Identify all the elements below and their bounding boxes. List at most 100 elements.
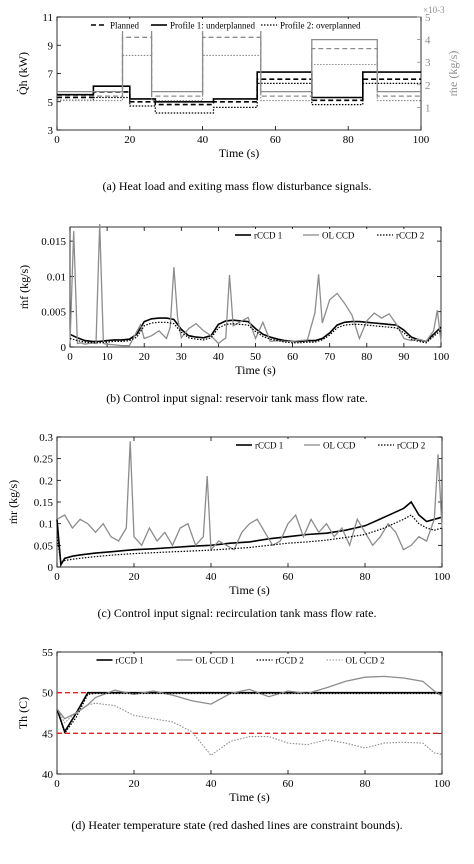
- y-tick-label: 5: [48, 97, 54, 109]
- y-tick-label: 0: [48, 562, 54, 574]
- x-tick-label: 40: [197, 134, 209, 146]
- y-tick-label: 0.015: [41, 236, 66, 248]
- chart-panel-c: 0 20 40 60 80 100 0 0.05 0.1 0.15 0.2 0.25 0.3 Time (…: [6, 432, 451, 620]
- legend-box: [234, 439, 438, 451]
- y2-tick-label: 1: [425, 102, 431, 114]
- y2-tick-label: 5: [425, 12, 431, 24]
- legend-box: [233, 229, 437, 241]
- legend-label: Profile 2: overplanned: [280, 21, 361, 31]
- x-tick-label: 0: [54, 778, 60, 790]
- legend-label: rCCD 1: [254, 231, 282, 241]
- series-line-ol-ccd: [56, 441, 443, 552]
- x-tick-label: 40: [206, 571, 218, 583]
- y2-tick-label: 4: [425, 35, 431, 47]
- x-tick-label: 80: [360, 778, 372, 790]
- x-axis-label: Time (s): [219, 146, 260, 160]
- y-tick-label: 0.3: [39, 432, 53, 444]
- legend: Planned Profile 1: underplanned Profile 2:…: [89, 19, 389, 31]
- x-axis-label: Time (s): [229, 790, 270, 804]
- x-tick-label: 80: [343, 134, 355, 146]
- chart-panel-d: 0 20 40 60 80 100 40 45 50 55 Time (s) Th (C) rCCD 1…: [16, 647, 451, 832]
- x-axis-label: Time (s): [235, 363, 276, 377]
- legend: rCCD 1 OL CCD rCCD 2: [233, 229, 437, 241]
- legend-label: rCCD 1: [255, 441, 283, 451]
- panel-caption: (a) Heat load and exiting mass flow dist…: [103, 179, 372, 193]
- y-tick-label: 0.1: [39, 519, 53, 531]
- y-tick-label: 0.05: [34, 540, 54, 552]
- x-tick-label: 0: [54, 134, 60, 146]
- series-line-rccd-2: [56, 514, 443, 564]
- x-tick-label: 0: [54, 571, 60, 583]
- y-axis-label: Q̇h (kW): [16, 52, 30, 95]
- series-line-profile-1-underplanned: [57, 71, 421, 103]
- x-tick-label: 100: [413, 134, 430, 146]
- y-tick-label: 0.01: [47, 271, 66, 283]
- x-tick-label: 40: [206, 778, 218, 790]
- legend-label: Profile 1: underplanned: [170, 21, 255, 31]
- x-tick-label: 80: [361, 351, 373, 363]
- y-tick-label: 45: [42, 728, 54, 740]
- y-axis-label: ṁf (kg/s): [17, 265, 31, 309]
- series-line-ol-ccd: [69, 224, 442, 347]
- legend: rCCD 1 OL CCD rCCD 2: [234, 439, 438, 451]
- y-tick-label: 0.005: [41, 307, 66, 319]
- y-tick-label: 11: [42, 12, 53, 24]
- legend-label: rCCD 2: [276, 656, 304, 666]
- y-tick-label: 0.25: [34, 454, 54, 466]
- plot-area: [56, 16, 422, 131]
- x-tick-label: 60: [287, 351, 299, 363]
- x-tick-label: 20: [129, 778, 141, 790]
- y-axis-label: Th (C): [16, 697, 30, 729]
- legend-label: Planned: [110, 21, 139, 31]
- x-tick-label: 60: [270, 134, 282, 146]
- plot-area: [56, 436, 443, 568]
- chart-panel-b: 0 10 20 30 40 50 60 70 80 90 100 0 0.005 0.01 0.015 Tim…: [17, 224, 450, 405]
- x-tick-label: 20: [129, 571, 141, 583]
- y2-tick-label: 3: [425, 57, 431, 69]
- legend-label: rCCD 2: [396, 231, 424, 241]
- x-tick-label: 60: [283, 778, 295, 790]
- x-tick-label: 100: [434, 571, 451, 583]
- legend-label: OL CCD 2: [346, 656, 385, 666]
- legend-box: [89, 19, 389, 31]
- plot-area: [56, 651, 443, 775]
- y-tick-label: 9: [48, 40, 54, 52]
- y-tick-label: 0: [61, 342, 67, 354]
- y-axis-label: ṁr (kg/s): [6, 480, 20, 524]
- y-tick-label: 40: [42, 769, 54, 781]
- x-tick-label: 30: [176, 351, 188, 363]
- series-line-ol-ccd-1: [56, 675, 443, 720]
- legend: rCCD 1 OL CCD 1 rCCD 2 OL CCD 2: [94, 654, 405, 666]
- x-tick-label: 100: [434, 778, 451, 790]
- x-axis-label: Time (s): [229, 583, 270, 597]
- y-tick-label: 0.2: [39, 475, 53, 487]
- legend-label: OL CCD: [323, 441, 356, 451]
- series-line--e-over: [57, 54, 421, 102]
- x-tick-label: 60: [283, 571, 295, 583]
- y-tick-label: 55: [42, 647, 54, 659]
- legend-label: rCCD 1: [116, 656, 144, 666]
- y-tick-label: 50: [42, 688, 54, 700]
- y2-exponent-label: ×10-3: [423, 5, 445, 15]
- legend-label: OL CCD 1: [196, 656, 235, 666]
- y2-axis-label: ṁe (kg/s): [446, 51, 460, 97]
- x-tick-label: 40: [213, 351, 225, 363]
- y-tick-label: 3: [48, 125, 54, 137]
- series-line-profile-2-overplanned: [57, 82, 421, 114]
- x-tick-label: 70: [324, 351, 336, 363]
- x-tick-label: 0: [67, 351, 73, 363]
- x-tick-label: 50: [250, 351, 262, 363]
- panel-caption: (c) Control input signal: recirculation …: [98, 606, 377, 620]
- x-tick-label: 90: [398, 351, 410, 363]
- panel-caption: (d) Heater temperature state (red dashed…: [71, 818, 402, 832]
- legend-box: [94, 654, 405, 666]
- series-line-rccd-1: [56, 691, 442, 734]
- x-tick-label: 80: [360, 571, 372, 583]
- legend-label: OL CCD: [322, 231, 355, 241]
- legend-label: rCCD 2: [397, 441, 425, 451]
- panel-caption: (b) Control input signal: reservoir tank…: [106, 391, 368, 405]
- y-tick-label: 0.15: [34, 497, 54, 509]
- series-line-ol-ccd-2: [56, 702, 443, 757]
